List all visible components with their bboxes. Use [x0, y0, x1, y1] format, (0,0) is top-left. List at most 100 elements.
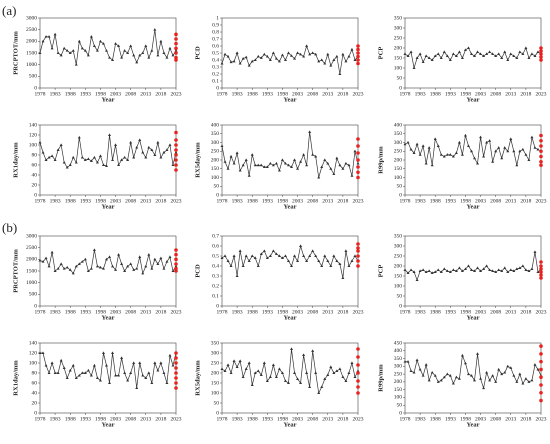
point-marker: [174, 49, 178, 52]
point-marker: [159, 361, 163, 364]
point-marker: [494, 270, 498, 273]
point-marker: [265, 256, 269, 259]
point-marker: [47, 35, 51, 38]
point-marker: [403, 360, 407, 363]
series-line: [39, 249, 177, 275]
x-tick-label: 1983: [415, 416, 426, 422]
projection-point: [356, 249, 360, 253]
point-marker: [271, 249, 275, 252]
point-marker: [120, 356, 124, 359]
point-marker: [104, 49, 108, 52]
y-tick-label: 0.9: [212, 22, 219, 28]
x-tick-label: 1998: [460, 309, 471, 315]
point-marker: [479, 377, 483, 380]
point-marker: [457, 50, 461, 53]
point-marker: [497, 52, 501, 55]
point-marker: [244, 367, 248, 370]
x-axis-label: Year: [284, 96, 297, 103]
x-tick-label: 1983: [232, 198, 243, 204]
point-marker: [344, 161, 348, 165]
projection-point: [539, 367, 543, 372]
x-tick-label: 2023: [536, 198, 547, 204]
projection-point: [356, 363, 360, 367]
point-marker: [430, 163, 434, 167]
projection-point: [356, 144, 360, 148]
x-tick-label: 2023: [171, 198, 182, 204]
point-marker: [341, 375, 345, 378]
projection-point: [174, 361, 178, 365]
point-marker: [165, 381, 169, 384]
x-tick-label: 2008: [490, 309, 501, 315]
point-marker: [238, 249, 242, 252]
point-marker: [406, 54, 410, 57]
point-marker: [89, 267, 93, 270]
y-tick-label: 0.5: [212, 50, 219, 56]
y-tick-label: 350: [394, 131, 403, 137]
point-marker: [38, 351, 42, 354]
point-marker: [344, 249, 348, 252]
point-marker: [232, 59, 236, 63]
projection-point: [356, 54, 360, 59]
point-marker: [326, 161, 330, 165]
y-tick-label: 0: [216, 192, 219, 198]
point-marker: [156, 53, 160, 57]
point-marker: [533, 54, 537, 57]
point-marker: [497, 268, 501, 271]
point-marker: [527, 380, 531, 383]
point-marker: [238, 359, 242, 362]
y-axis-label: RX1day/mm: [12, 360, 19, 396]
projection-point: [539, 163, 543, 168]
point-marker: [296, 259, 300, 262]
y-tick-label: 0: [399, 410, 402, 416]
point-marker: [320, 165, 324, 168]
point-marker: [326, 259, 330, 262]
plot-frame: [39, 17, 177, 89]
point-marker: [129, 140, 133, 144]
x-tick-label: 1978: [217, 91, 228, 97]
y-tick-label: 500: [29, 74, 38, 80]
y-tick-label: 250: [211, 360, 220, 366]
x-axis-label: Year: [102, 203, 115, 210]
point-marker: [421, 268, 425, 271]
point-marker: [86, 157, 90, 160]
point-marker: [123, 155, 127, 159]
projection-point: [356, 58, 360, 62]
x-tick-label: 1983: [50, 91, 61, 97]
point-marker: [235, 151, 239, 154]
point-marker: [265, 379, 269, 382]
point-marker: [259, 56, 263, 59]
point-marker: [89, 35, 93, 38]
point-marker: [323, 254, 327, 257]
point-marker: [120, 158, 124, 161]
y-tick-label: 0.7: [212, 36, 219, 42]
projection-point: [539, 383, 543, 387]
y-tick-label: 0.2: [212, 283, 219, 289]
y-tick-label: 500: [29, 292, 38, 298]
point-marker: [500, 269, 504, 272]
y-tick-label: 80: [32, 152, 38, 158]
x-tick-label: 1978: [217, 198, 228, 204]
point-marker: [59, 53, 63, 57]
point-marker: [533, 146, 537, 149]
y-tick-label: 100: [29, 360, 38, 366]
point-marker: [62, 267, 66, 270]
point-marker: [262, 165, 266, 168]
point-marker: [463, 133, 467, 137]
point-marker: [308, 385, 312, 388]
projection-point: [356, 391, 360, 395]
point-marker: [229, 371, 233, 374]
point-marker: [415, 358, 419, 362]
point-marker: [421, 60, 425, 63]
point-marker: [283, 254, 287, 257]
point-marker: [98, 265, 102, 269]
point-marker: [299, 160, 303, 163]
point-marker: [463, 361, 467, 365]
point-marker: [424, 363, 428, 366]
point-marker: [503, 146, 507, 149]
point-marker: [314, 371, 318, 374]
y-tick-label: 450: [394, 340, 403, 346]
point-marker: [153, 153, 157, 156]
point-marker: [256, 54, 260, 58]
point-marker: [250, 59, 254, 63]
point-marker: [153, 257, 157, 261]
